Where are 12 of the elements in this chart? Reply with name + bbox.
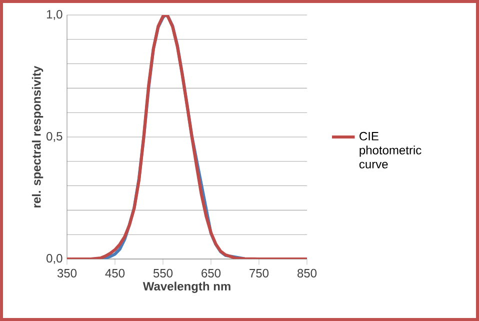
y-axis-title: rel. spectral responsivity xyxy=(32,66,44,208)
y-tick-label: 0,5 xyxy=(46,132,62,142)
x-tick-label: 350 xyxy=(57,268,77,278)
x-tick-label: 650 xyxy=(202,268,221,278)
x-tick-label: 550 xyxy=(153,268,173,278)
y-tick-label: 0,0 xyxy=(46,254,62,264)
y-tick-label: 1,0 xyxy=(46,10,62,20)
x-tick-label: 750 xyxy=(250,268,269,278)
x-tick-label: 850 xyxy=(298,268,317,278)
x-axis-title: Wavelength nm xyxy=(142,282,230,293)
x-tick-label: 450 xyxy=(105,268,125,278)
legend-label: CIE photometric curve xyxy=(359,132,422,168)
